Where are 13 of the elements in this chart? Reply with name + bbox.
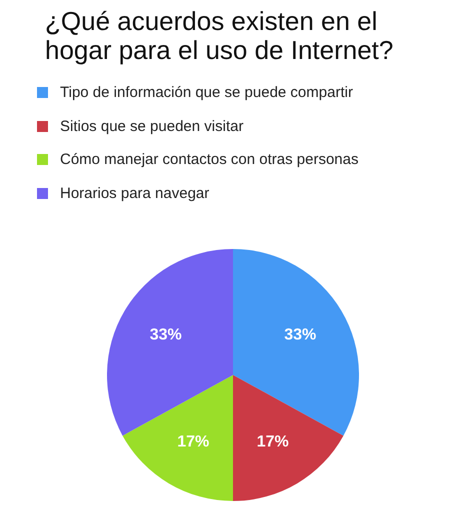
- data-label: 33%: [150, 326, 182, 344]
- data-label: 33%: [284, 326, 316, 344]
- pie-slice: [233, 249, 359, 436]
- pie-slice: [233, 375, 344, 501]
- legend-label: Cómo manejar contactos con otras personas: [60, 151, 358, 168]
- legend-label: Tipo de información que se puede compartir: [60, 84, 353, 102]
- legend-label: Horarios para navegar: [60, 184, 210, 202]
- chart-title: ¿Qué acuerdos existen en el hogar para el uso de Internet?: [45, 6, 394, 65]
- data-label: 17%: [177, 434, 210, 451]
- data-label: 17%: [256, 434, 289, 451]
- legend-label: Sitios que se pueden visitar: [60, 118, 244, 135]
- pie-slice: [107, 249, 233, 436]
- pie-slice: [122, 375, 233, 501]
